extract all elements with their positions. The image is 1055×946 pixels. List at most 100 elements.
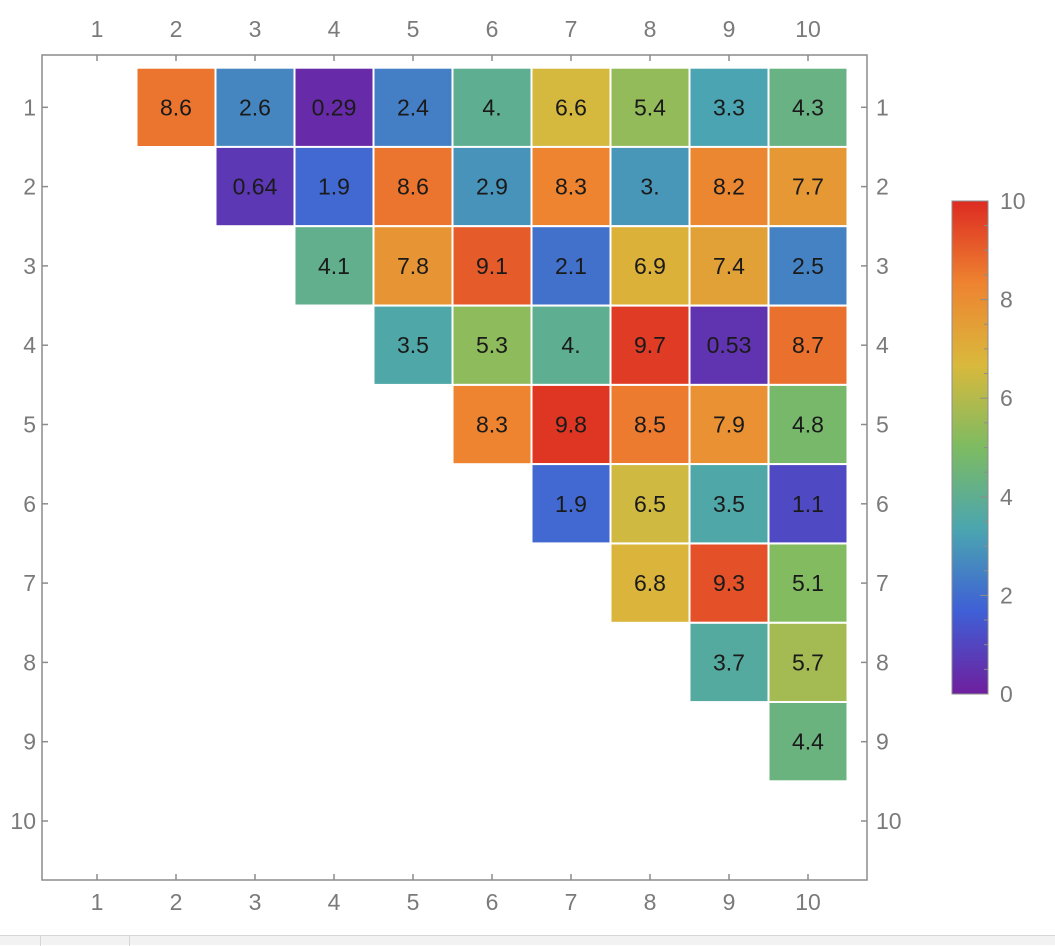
x-tick-label-bottom: 3	[249, 889, 262, 915]
heatmap-cell-r2-c5	[372, 145, 454, 228]
axis-ticks	[42, 55, 867, 880]
x-tick-label-top: 4	[328, 16, 341, 42]
cell-value-label: 6.6	[555, 94, 587, 120]
x-tick-label-bottom: 9	[723, 889, 736, 915]
cell-value-label: 4.8	[792, 412, 824, 438]
bottom-strip-segment	[40, 936, 130, 946]
cell-value-label: 9.1	[476, 253, 508, 279]
color-bar-tick-label: 0	[1000, 681, 1013, 707]
cell-value-label: 3.3	[713, 94, 745, 120]
cell-value-label: 3.5	[397, 332, 429, 358]
cell-value-label: 7.9	[713, 412, 745, 438]
window-bottom-strip	[0, 935, 1055, 946]
x-tick-label-top: 2	[170, 16, 183, 42]
x-tick-label-top: 6	[486, 16, 499, 42]
x-tick-label-top: 7	[565, 16, 578, 42]
x-tick-label-top: 8	[644, 16, 657, 42]
cell-value-label: 9.7	[634, 332, 666, 358]
y-tick-label-right: 9	[876, 729, 889, 755]
cell-value-label: 8.3	[476, 412, 508, 438]
heatmap-cell-r4-c7	[530, 304, 612, 386]
cell-value-label: 6.5	[634, 491, 666, 517]
cell-value-label: 1.9	[318, 174, 350, 200]
cell-value-label: 1.1	[792, 491, 824, 517]
x-tick-label-top: 1	[91, 16, 104, 42]
heatmap-cell-r9-c10	[767, 701, 849, 783]
heatmap-cell-r6-c10	[767, 463, 849, 545]
plot-frame	[41, 54, 868, 881]
cell-value-label: 8.7	[792, 332, 824, 358]
y-tick-label-right: 8	[876, 649, 889, 675]
cell-value-label: 2.6	[239, 94, 271, 120]
y-tick-label-right: 7	[876, 570, 889, 596]
heatmap-cell-r3-c6	[451, 225, 533, 307]
cell-value-label: 2.1	[555, 253, 587, 279]
cell-value-label: 2.5	[792, 253, 824, 279]
cell-value-label: 0.29	[312, 94, 357, 120]
cell-value-label: 5.7	[792, 649, 824, 675]
cell-value-label: 4.3	[792, 94, 824, 120]
heatmap-cell-r4-c10	[767, 304, 849, 386]
cell-value-label: 0.64	[233, 174, 278, 200]
y-tick-label-left: 8	[23, 649, 36, 675]
heatmap-cell-r3-c8	[609, 225, 691, 307]
heatmap-cell-r1-c3	[214, 66, 296, 148]
cell-value-label: 0.53	[707, 332, 752, 358]
axis-tick-labels: 1 1 2 2 3 3 4 4 5 5 6 6 7 7 8 8 9 9 10 10 1 1 2 2 3 3 4 4 5 5 6 6 7 7 8 8 9 9…	[10, 16, 901, 915]
cell-value-label: 8.6	[397, 174, 429, 200]
x-tick-label-top: 3	[249, 16, 262, 42]
cell-value-label: 2.4	[397, 94, 429, 120]
heatmap-cells	[135, 66, 849, 783]
cell-value-label: 4.	[482, 94, 501, 120]
heatmap-cell-r7-c10	[767, 542, 849, 624]
x-tick-label-top: 10	[795, 16, 821, 42]
y-tick-label-right: 4	[876, 332, 889, 358]
heatmap-cell-r2-c3	[214, 145, 296, 228]
cell-value-label: 4.1	[318, 253, 350, 279]
x-tick-label-bottom: 6	[486, 889, 499, 915]
x-tick-label-bottom: 5	[407, 889, 420, 915]
cell-value-label: 7.7	[792, 174, 824, 200]
heatmap-cell-r1-c2	[135, 66, 217, 148]
y-tick-label-right: 3	[876, 253, 889, 279]
heatmap-cell-r8-c10	[767, 621, 849, 704]
y-tick-label-left: 3	[23, 253, 36, 279]
x-tick-label-bottom: 7	[565, 889, 578, 915]
color-bar-tick-labels: 0 2 4 6 8 10	[1000, 188, 1026, 707]
color-bar-tick-label: 6	[1000, 385, 1013, 411]
x-tick-label-bottom: 2	[170, 889, 183, 915]
y-tick-label-left: 2	[23, 174, 36, 200]
heatmap-cell-r4-c5	[372, 304, 454, 386]
x-tick-label-bottom: 1	[91, 889, 104, 915]
y-tick-label-right: 5	[876, 412, 889, 438]
cell-value-label: 3.	[640, 174, 659, 200]
y-tick-label-right: 6	[876, 491, 889, 517]
cell-value-label: 5.1	[792, 570, 824, 596]
x-tick-label-bottom: 10	[795, 889, 821, 915]
color-bar-tick-label: 4	[1000, 484, 1013, 510]
y-tick-label-right: 2	[876, 174, 889, 200]
x-tick-label-top: 9	[723, 16, 736, 42]
heatmap-cell-r5-c6	[451, 383, 533, 466]
cell-value-label: 8.3	[555, 174, 587, 200]
cell-value-label: 8.5	[634, 412, 666, 438]
heatmap-cell-r3-c9	[688, 225, 770, 307]
x-tick-label-bottom: 4	[328, 889, 341, 915]
cell-value-label: 1.9	[555, 491, 587, 517]
cell-value-label: 9.3	[713, 570, 745, 596]
color-bar	[951, 200, 989, 695]
color-bar-tick-label: 8	[1000, 287, 1013, 313]
heatmap-cell-r1-c7	[530, 66, 612, 148]
color-bar-tick-label: 2	[1000, 582, 1013, 608]
heatmap-cell-r4-c9	[688, 304, 770, 386]
y-tick-label-left: 6	[23, 491, 36, 517]
x-tick-label-bottom: 8	[644, 889, 657, 915]
cell-value-label: 4.4	[792, 729, 824, 755]
y-tick-label-left: 4	[23, 332, 36, 358]
color-bar-ticks	[980, 200, 988, 695]
cell-value-label: 2.9	[476, 174, 508, 200]
cell-value-label: 3.7	[713, 649, 745, 675]
cell-value-label: 4.	[561, 332, 580, 358]
heatmap-cell-labels: 8.6 2.6 0.29 2.4 4. 6.6 5.4 3.3 4.3 0.64 1.9 8.6 2.9…	[160, 94, 824, 754]
cell-value-label: 5.4	[634, 94, 666, 120]
